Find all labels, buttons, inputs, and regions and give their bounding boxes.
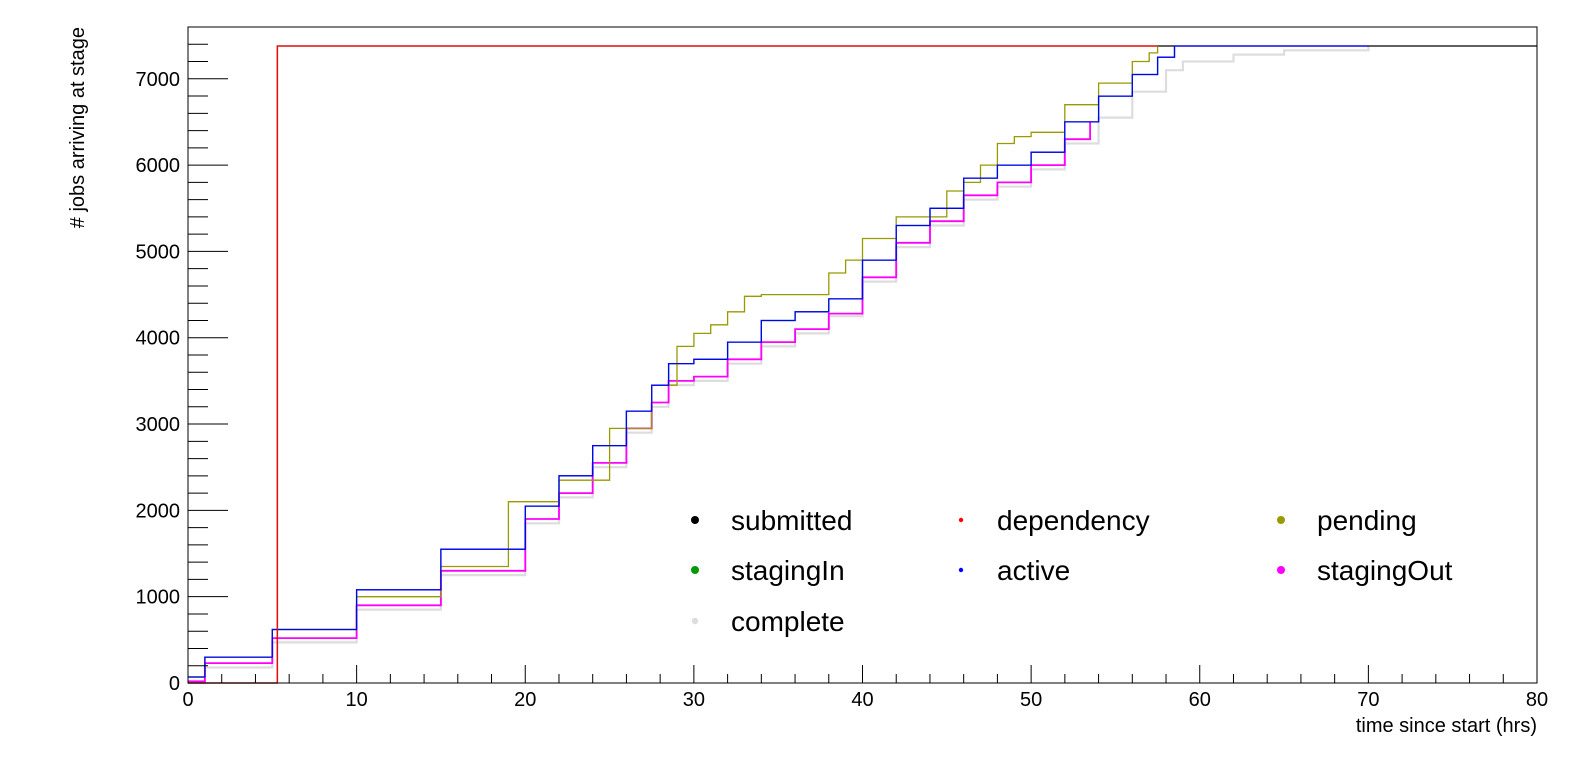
- y-tick-label: 3000: [136, 414, 181, 436]
- axis-layer: 0 10 20 30 40 50 60 70 80 0 1000 2000 3000 4000 5000 60…: [136, 26, 1548, 711]
- legend-label-stagingOut: stagingOut: [1317, 555, 1453, 586]
- legend-label-active: active: [997, 555, 1070, 586]
- x-tick-label: 0: [182, 689, 193, 711]
- legend-label-pending: pending: [1317, 505, 1417, 536]
- x-tick-label: 30: [683, 689, 705, 711]
- legend-marker-active: [958, 567, 964, 573]
- series-line-active: [188, 45, 1369, 678]
- y-tick-label: 1000: [136, 587, 181, 609]
- x-tick-label: 60: [1189, 689, 1211, 711]
- y-axis-label: # jobs arriving at stage: [67, 27, 89, 228]
- legend-marker-pending: [1277, 516, 1285, 524]
- y-tick-label: 2000: [136, 500, 181, 522]
- legend-marker-submitted: [691, 516, 699, 524]
- y-tick-label: 0: [169, 673, 180, 695]
- y-tick-label: 4000: [136, 328, 181, 350]
- legend-marker-dependency: [958, 517, 964, 523]
- legend-marker-complete: [691, 617, 699, 625]
- y-tick-label: 7000: [136, 69, 181, 91]
- legend-label-complete: complete: [731, 606, 845, 637]
- x-tick-label: 40: [851, 689, 873, 711]
- y-tick-label: 6000: [136, 155, 181, 177]
- legend-label-submitted: submitted: [731, 505, 852, 536]
- x-tick-label: 10: [346, 689, 368, 711]
- legend-label-stagingIn: stagingIn: [731, 555, 845, 586]
- series-line-pending: [188, 46, 1159, 678]
- x-tick-label: 50: [1020, 689, 1042, 711]
- y-tick-label: 5000: [136, 241, 181, 263]
- x-tick-label: 70: [1357, 689, 1379, 711]
- legend-marker-stagingOut: [1277, 566, 1285, 574]
- x-tick-label: 80: [1526, 689, 1548, 711]
- x-tick-label: 20: [514, 689, 536, 711]
- legend: submitted dependency pending stagingIn activ…: [691, 505, 1453, 637]
- x-axis-label: time since start (hrs): [1356, 715, 1537, 737]
- legend-marker-stagingIn: [691, 566, 699, 574]
- legend-label-dependency: dependency: [997, 505, 1150, 536]
